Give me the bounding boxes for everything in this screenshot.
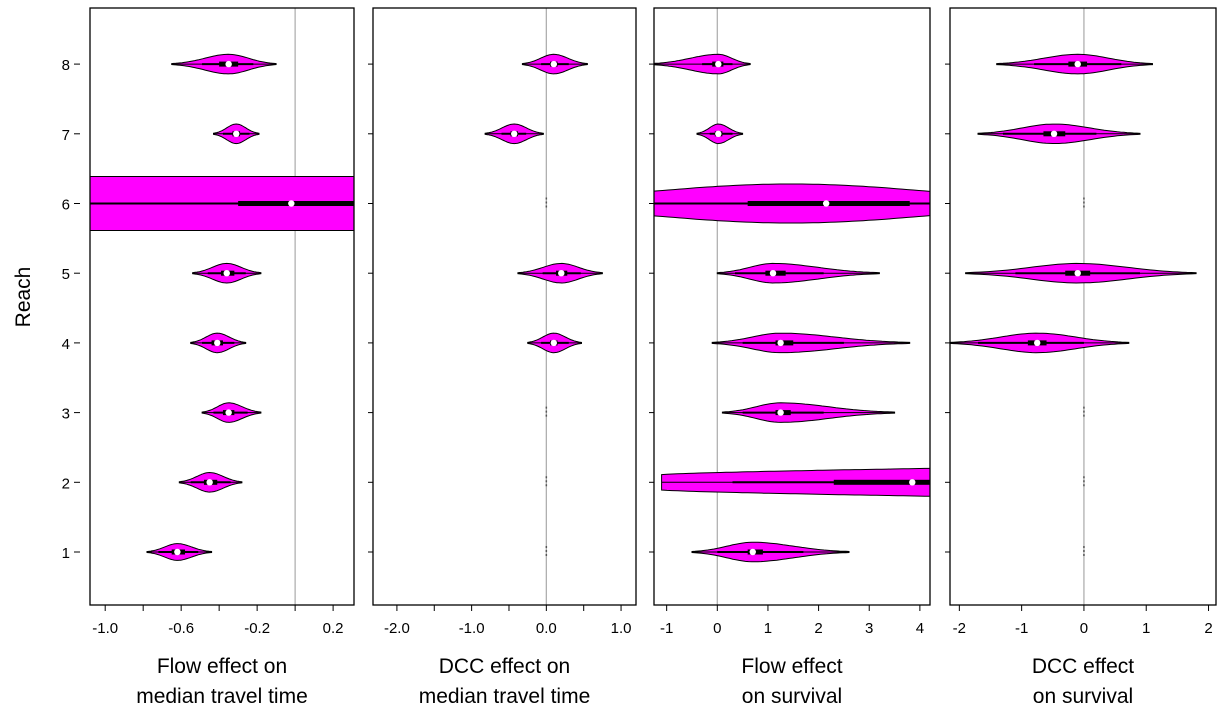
x-tick-label: 4 — [916, 620, 924, 637]
reach-tick-label: 4 — [62, 336, 70, 353]
x-tick-label: -0.6 — [168, 620, 194, 637]
x-axis-label-line1: Flow effect on — [157, 655, 287, 678]
violin-median-dot — [225, 60, 232, 68]
x-tick-label: 0.0 — [536, 620, 557, 637]
violin-median-dot — [225, 409, 232, 416]
x-tick-label: 1 — [1142, 620, 1150, 637]
chart-panel: -2.0 -1.0 0.0 1.0 DCC effect on median travel… — [368, 7, 637, 708]
reach-tick-labels: 1 2 3 4 5 6 7 8 — [62, 57, 80, 562]
x-tick-label: 2 — [814, 620, 822, 637]
x-axis-label-line2: median travel time — [136, 685, 308, 708]
reach-axis-label: Reach — [12, 267, 35, 328]
reach-tick-label: 7 — [62, 127, 70, 144]
violin-median-dot — [1074, 270, 1081, 277]
x-axis-label-line2: on survival — [1033, 685, 1133, 708]
x-tick-label: 0 — [1080, 620, 1088, 637]
violins — [654, 53, 930, 563]
x-tick-label: 1.0 — [611, 620, 632, 637]
violins — [950, 53, 1197, 558]
violin-median-dot — [288, 200, 295, 207]
x-tick-label: 1 — [764, 620, 772, 637]
violin-median-dot — [223, 270, 230, 277]
violins — [484, 53, 603, 558]
chart-panel: -1.0 -0.6 -0.2 0.2 Flow effect on median trav… — [89, 7, 355, 708]
x-tick-label: 0 — [713, 620, 721, 637]
panel-border — [949, 7, 1217, 606]
x-axis-label-line1: DCC effect on — [439, 655, 571, 678]
violin-iqr-box — [775, 340, 794, 346]
violin-median-dot — [1050, 130, 1058, 137]
violin-median-dot — [550, 60, 558, 68]
violin-median-dot — [233, 130, 240, 137]
reach-tick-label: 5 — [62, 266, 70, 283]
violin-median-dot — [822, 200, 830, 207]
violins — [90, 53, 354, 561]
violin-median-dot — [909, 479, 916, 486]
x-axis-label-line2: median travel time — [419, 685, 591, 708]
reach-tick-label: 3 — [62, 406, 70, 423]
x-axis-label-line1: Flow effect — [741, 655, 842, 678]
violin-iqr-box — [238, 201, 354, 206]
violin-median-dot — [214, 339, 221, 347]
chart-panel: -2 -1 0 1 2 DCC effect on survival — [945, 7, 1217, 708]
violin-iqr-box — [833, 479, 930, 485]
violin-median-dot — [777, 339, 784, 347]
violin-median-dot — [511, 130, 518, 137]
violin-median-dot — [550, 339, 558, 347]
violin-median-dot — [715, 60, 722, 68]
violin-median-dot — [769, 270, 777, 277]
panel-border — [653, 7, 931, 606]
x-axis-label-line2: on survival — [742, 685, 842, 708]
violin-median-dot — [206, 479, 213, 486]
violin-median-dot — [749, 548, 756, 556]
x-tick-label: -1 — [660, 620, 673, 637]
x-tick-label: -1.0 — [92, 620, 118, 637]
reach-tick-label: 6 — [62, 197, 70, 214]
x-tick-label: -2 — [953, 620, 966, 637]
x-tick-label: -0.2 — [244, 620, 270, 637]
x-tick-label: -1 — [1015, 620, 1028, 637]
panel-border — [372, 7, 637, 606]
x-tick-label: 2 — [1204, 620, 1212, 637]
reach-tick-label: 8 — [62, 57, 70, 74]
reach-tick-label: 2 — [62, 475, 70, 492]
violin-median-dot — [777, 409, 784, 416]
chart-panel: -1 0 1 2 3 4 Flow effect on survival — [649, 7, 931, 708]
x-tick-label: 3 — [865, 620, 873, 637]
panel-border — [89, 7, 355, 606]
reach-tick-label: 1 — [62, 545, 70, 562]
chart-panels: -1.0 -0.6 -0.2 0.2 Flow effect on median trav… — [89, 7, 1217, 708]
x-tick-label: -2.0 — [384, 620, 410, 637]
violin-median-dot — [558, 270, 565, 277]
x-axis-label-line1: DCC effect — [1032, 655, 1134, 678]
violin-median-dot — [174, 548, 181, 556]
violin-median-dot — [1074, 60, 1081, 68]
x-tick-label: -1.0 — [459, 620, 485, 637]
violin-median-dot — [1034, 339, 1041, 347]
x-tick-label: 0.2 — [323, 620, 344, 637]
violin-median-dot — [715, 130, 722, 137]
